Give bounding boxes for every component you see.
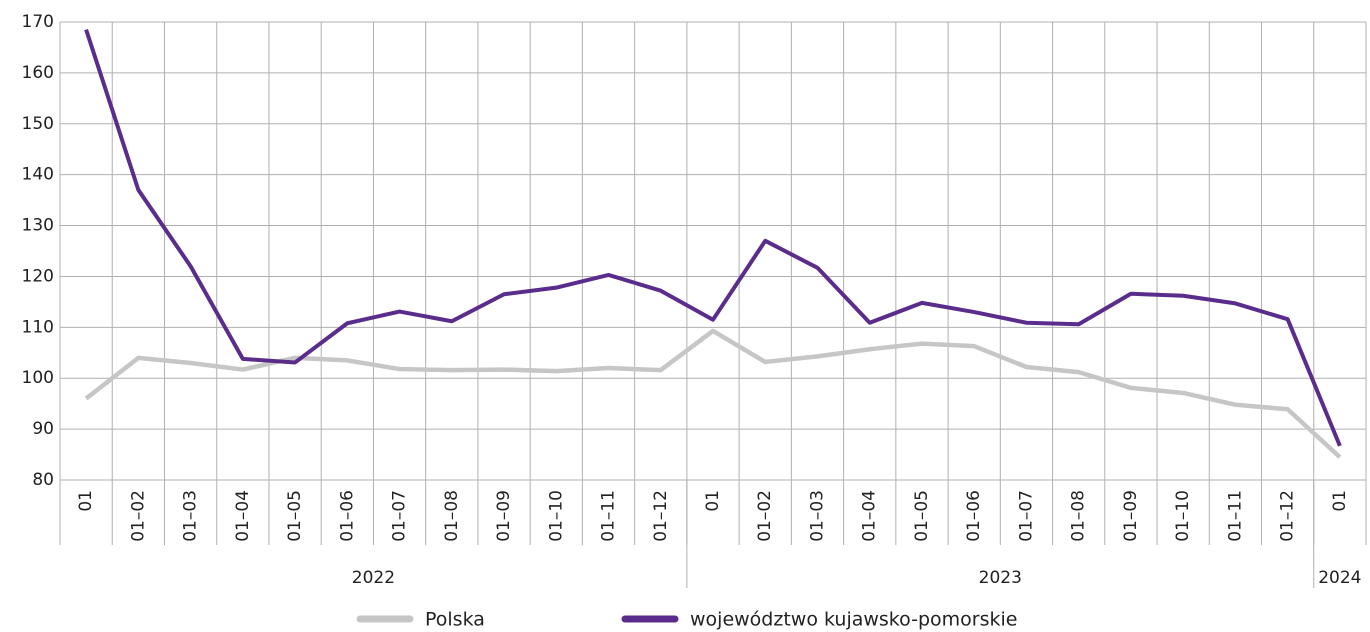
- y-tick-label: 130: [22, 216, 54, 236]
- x-tick-label: 01–07: [1016, 490, 1036, 542]
- x-tick-label: 01–02: [755, 490, 775, 542]
- x-tick-label: 01–06: [337, 490, 357, 542]
- x-tick-label: 01–02: [128, 490, 148, 542]
- x-tick-label: 01–06: [964, 490, 984, 542]
- x-tick-label: 01–11: [1225, 490, 1245, 542]
- y-tick-label: 90: [32, 419, 54, 439]
- x-tick-label: 01–03: [807, 490, 827, 542]
- y-tick-label: 150: [22, 114, 54, 134]
- x-tick-label: 01–07: [390, 490, 410, 542]
- x-tick-label: 01–10: [1173, 490, 1193, 542]
- y-tick-label: 120: [22, 266, 54, 286]
- x-tick-label: 01: [76, 490, 96, 512]
- x-tick-label: 01–03: [181, 490, 201, 542]
- legend-label: województwo kujawsko-pomorskie: [690, 609, 1017, 631]
- x-tick-label: 01–11: [599, 490, 619, 542]
- x-tick-label: 01: [1330, 490, 1350, 512]
- x-group-label: 2024: [1318, 568, 1361, 588]
- series-line: [84, 29, 1342, 447]
- x-tick-label: 01–09: [494, 490, 514, 542]
- x-tick-label: 01–08: [442, 490, 462, 542]
- y-tick-label: 160: [22, 63, 54, 83]
- x-tick-label: 01–12: [651, 490, 671, 542]
- x-tick-label: 01–12: [1278, 490, 1298, 542]
- x-tick-label: 01–05: [285, 490, 305, 542]
- x-tick-label: 01–10: [546, 490, 566, 542]
- x-tick-label: 01–05: [912, 490, 932, 542]
- x-tick-label: 01–04: [860, 490, 880, 542]
- y-tick-label: 80: [32, 470, 54, 490]
- series-line: [84, 328, 1342, 459]
- y-tick-label: 170: [22, 12, 54, 32]
- y-tick-label: 110: [22, 317, 54, 337]
- y-tick-label: 100: [22, 368, 54, 388]
- legend-label: Polska: [425, 609, 485, 631]
- x-tick-label: 01–08: [1069, 490, 1089, 542]
- x-tick-label: 01: [703, 490, 723, 512]
- x-group-label: 2022: [352, 568, 395, 588]
- x-group-label: 2023: [979, 568, 1022, 588]
- x-tick-label: 01–04: [233, 490, 253, 542]
- x-tick-label: 01–09: [1121, 490, 1141, 542]
- y-tick-label: 140: [22, 165, 54, 185]
